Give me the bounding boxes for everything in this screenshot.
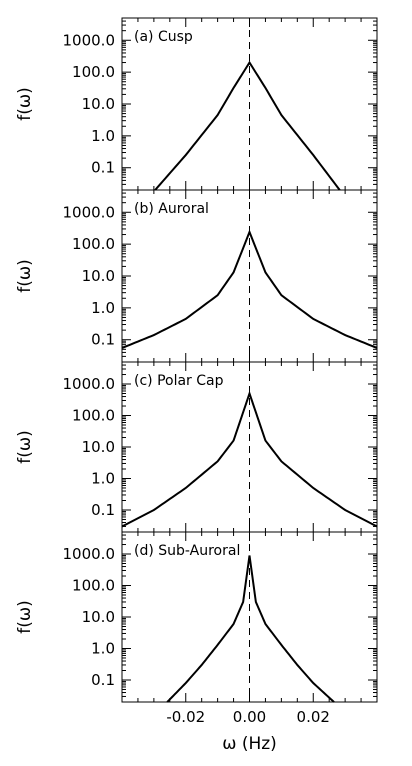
y-tick-label: 1000.0 [63,545,116,563]
y-axis-title: f(ω) [15,600,35,634]
y-tick-label: 10.0 [82,95,115,113]
x-tick-label: 0.00 [233,708,266,726]
y-tick-label: 1.0 [91,469,115,487]
y-tick-label: 100.0 [72,63,115,81]
y-tick-label: 1.0 [91,639,115,657]
y-tick-label: 1.0 [91,127,115,145]
y-tick-label: 10.0 [82,438,115,456]
spectrum-curve-1 [154,60,341,191]
x-axis-title: ω (Hz) [222,734,277,754]
y-tick-label: 0.1 [91,331,115,349]
y-tick-label: 0.1 [91,671,115,689]
y-axis-title: f(ω) [15,430,35,464]
y-axis-title: f(ω) [15,259,35,293]
y-tick-label: 1000.0 [63,203,116,221]
panel-label: (a) Cusp [134,29,193,45]
y-tick-label: 100.0 [72,577,115,595]
panel-label: (b) Auroral [134,201,209,217]
panel-label: (c) Polar Cap [134,373,224,389]
y-tick-label: 100.0 [72,235,115,253]
y-tick-label: 10.0 [82,267,115,285]
y-tick-label: 0.1 [91,501,115,519]
y-tick-label: 1.0 [91,299,115,317]
y-tick-label: 10.0 [82,608,115,626]
spectrum-curve-2 [121,229,378,349]
y-tick-label: 1000.0 [63,31,116,49]
spectrum-curve-3 [121,390,378,528]
x-tick-label: 0.02 [297,708,330,726]
y-axis-title: f(ω) [15,87,35,121]
y-tick-label: 0.1 [91,159,115,177]
x-tick-label: -0.02 [166,708,205,726]
y-tick-label: 100.0 [72,407,115,425]
panel-label: (d) Sub-Auroral [134,543,240,559]
spectrum-curve-4 [166,555,335,703]
y-tick-label: 1000.0 [63,375,116,393]
